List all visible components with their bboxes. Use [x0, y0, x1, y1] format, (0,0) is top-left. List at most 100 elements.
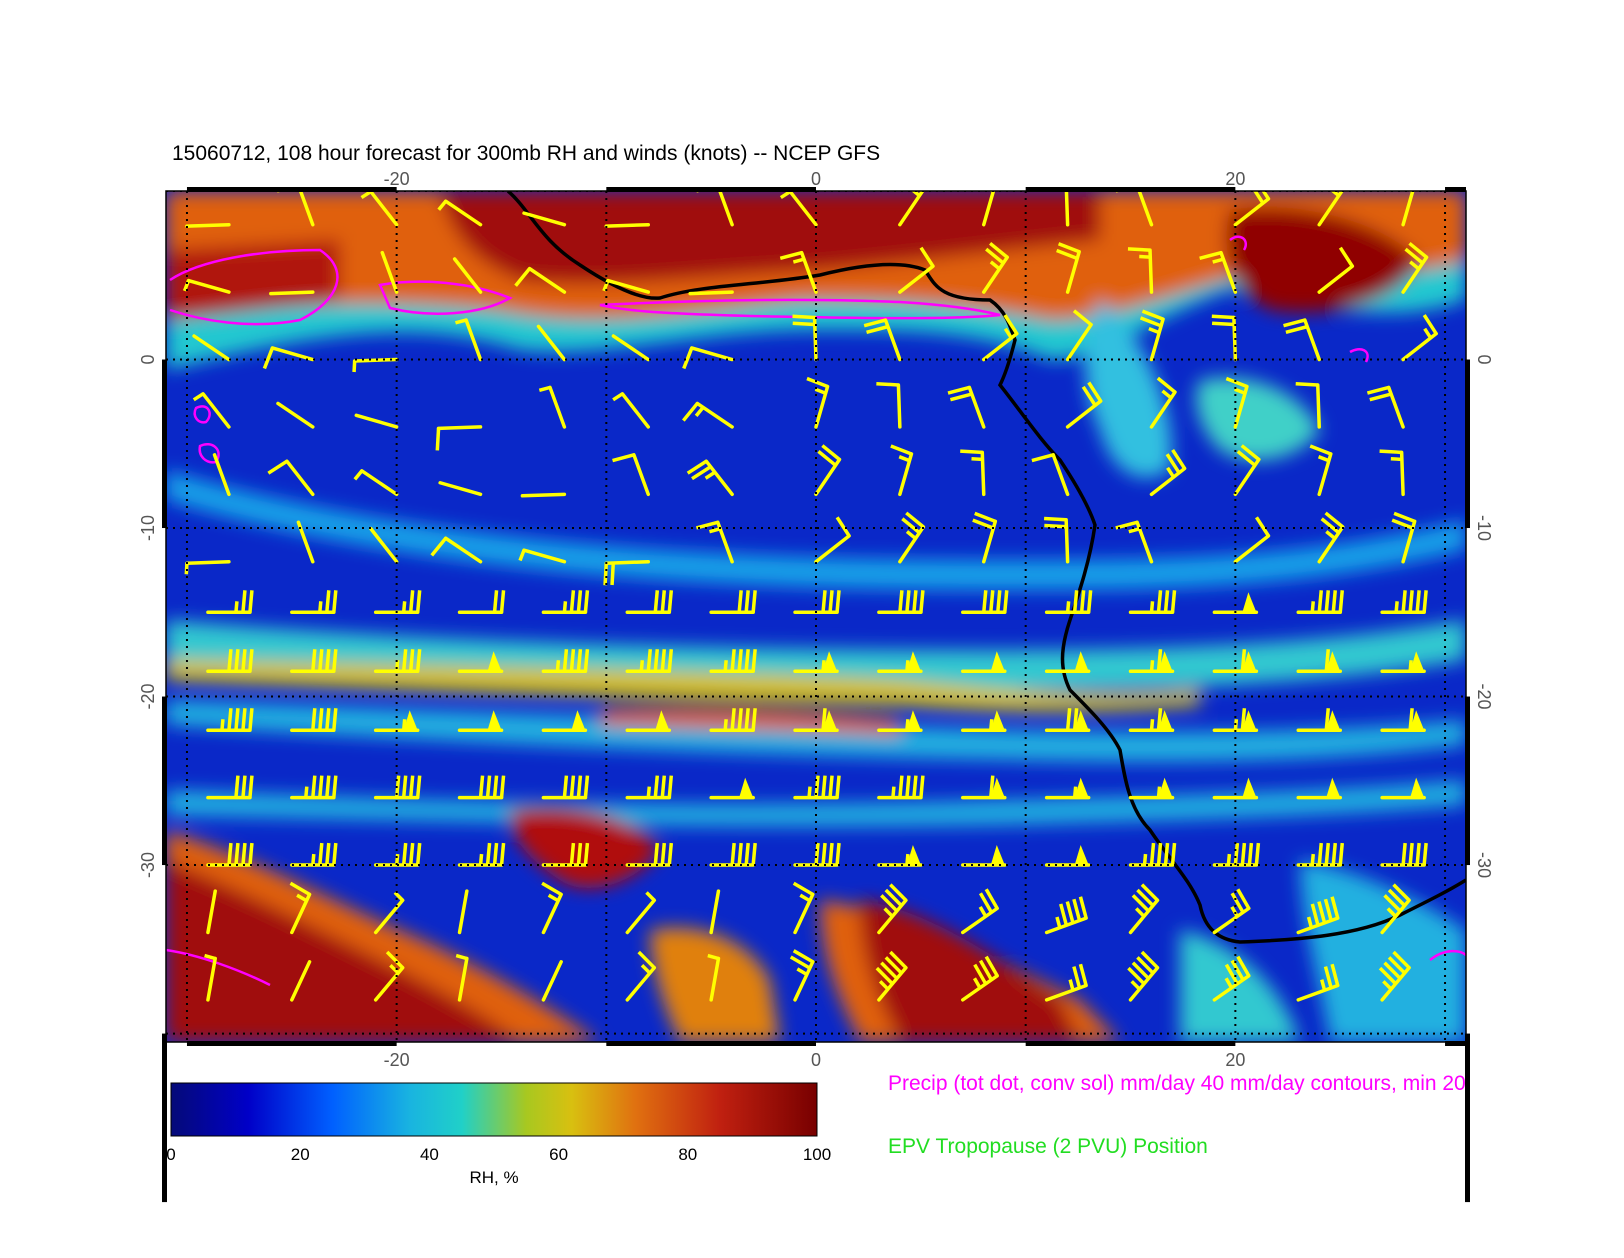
wind-barb	[961, 888, 999, 935]
wind-barb	[947, 385, 986, 429]
wind-barb	[1044, 651, 1091, 674]
wind-barb	[625, 891, 657, 935]
wind-barb	[541, 649, 590, 674]
colorbar-tick-label: 0	[166, 1145, 175, 1164]
x-tick-label: -20	[384, 1050, 410, 1070]
wind-barb	[1212, 955, 1251, 1002]
x-tick-label: 20	[1225, 169, 1245, 189]
y-tick-label: -30	[1474, 852, 1494, 878]
lat-lon-grid	[166, 191, 1466, 1042]
wind-barb	[877, 651, 923, 674]
wind-barb	[686, 459, 734, 497]
epv-legend: EPV Tropopause (2 PVU) Position	[888, 1135, 1208, 1158]
wind-barb	[518, 548, 567, 564]
wind-barb	[961, 955, 999, 1002]
wind-barb	[514, 266, 567, 294]
wind-barb	[373, 649, 422, 674]
x-tick-label: 0	[811, 1050, 821, 1070]
wind-barb	[520, 492, 567, 498]
wind-barb	[206, 708, 254, 732]
wind-barb	[536, 324, 567, 362]
wind-barb	[709, 889, 721, 935]
wind-barb	[373, 590, 422, 615]
wind-barb	[961, 590, 1009, 615]
wind-barb	[604, 222, 651, 228]
wind-barb	[625, 950, 657, 1002]
wind-barb	[1380, 651, 1426, 674]
colorbar-tick-label: 80	[678, 1145, 697, 1164]
wind-barb	[541, 881, 563, 935]
frame-bar-right	[1465, 1033, 1470, 1203]
wind-barb	[709, 649, 757, 674]
wind-barb	[360, 191, 399, 227]
wind-barb	[961, 775, 1007, 800]
wind-barb	[206, 842, 254, 867]
x-tick-label: 20	[1225, 1050, 1245, 1070]
wind-barb	[709, 708, 757, 732]
wind-barb	[981, 314, 1019, 362]
wind-barb	[206, 775, 254, 800]
colorbar-tick-label: 20	[291, 1145, 310, 1164]
wind-barb	[625, 775, 674, 800]
wind-barb	[541, 775, 590, 800]
wind-barb	[1065, 309, 1093, 362]
wind-barb	[373, 775, 422, 800]
wind-barb	[192, 334, 231, 362]
wind-barb	[1296, 896, 1340, 935]
wind-barb	[625, 590, 674, 615]
wind-barb	[1139, 309, 1165, 362]
wind-barb	[1283, 318, 1321, 362]
wind-barb	[457, 889, 469, 935]
wind-barb	[206, 649, 254, 674]
frame-bar-top	[186, 187, 397, 192]
wind-barb	[1401, 314, 1438, 362]
wind-barb	[1044, 963, 1088, 1002]
coastline	[506, 191, 1466, 944]
wind-barb	[1233, 444, 1261, 497]
wind-barb	[875, 950, 908, 1002]
wind-barb	[961, 651, 1007, 674]
frame-bars	[162, 187, 1470, 1203]
wind-barb	[538, 385, 567, 429]
wind-barb	[707, 953, 721, 1002]
wind-barb	[1128, 649, 1175, 674]
wind-barb	[185, 222, 231, 228]
wind-barb	[438, 480, 483, 497]
x-tick-label: -20	[384, 169, 410, 189]
wind-barb	[1379, 449, 1405, 497]
y-tick-labels-right: 0 -10 -20 -30	[1474, 355, 1494, 879]
wind-barb	[1296, 777, 1343, 800]
wind-barb	[1127, 950, 1160, 1002]
wind-barb	[1296, 963, 1340, 1002]
wind-barb	[625, 710, 672, 732]
frame-bar-right	[1465, 359, 1470, 529]
wind-barb	[212, 453, 231, 497]
wind-barb	[290, 775, 338, 800]
wind-barb	[877, 775, 925, 800]
wind-barb	[1380, 842, 1428, 867]
wind-barb	[1044, 708, 1091, 732]
wind-barb	[1056, 242, 1081, 294]
wind-barb	[960, 449, 986, 497]
rh-field	[166, 191, 1466, 1042]
precip-legend: Precip (tot dot, conv sol) mm/day 40 mm/…	[888, 1072, 1466, 1095]
wind-barb	[352, 357, 399, 373]
wind-barb	[779, 191, 818, 227]
wind-barb	[876, 381, 902, 429]
wind-barb	[206, 590, 254, 615]
wind-barb	[625, 649, 674, 674]
wind-barb	[457, 775, 506, 800]
wind-barb	[961, 845, 1007, 867]
wind-barb	[877, 883, 908, 935]
wind-barb	[806, 376, 830, 429]
frame-bar-left	[162, 359, 167, 529]
wind-barb	[1295, 381, 1321, 429]
wind-barb	[1065, 381, 1103, 429]
wind-barb	[1225, 376, 1249, 429]
wind-barb	[1055, 191, 1070, 227]
wind-barb	[709, 777, 755, 800]
wind-barb	[1378, 950, 1411, 1002]
y-tick-labels-left: 0 -10 -20 -30	[138, 355, 158, 879]
wind-barb	[814, 516, 851, 564]
wind-barb	[353, 469, 399, 497]
